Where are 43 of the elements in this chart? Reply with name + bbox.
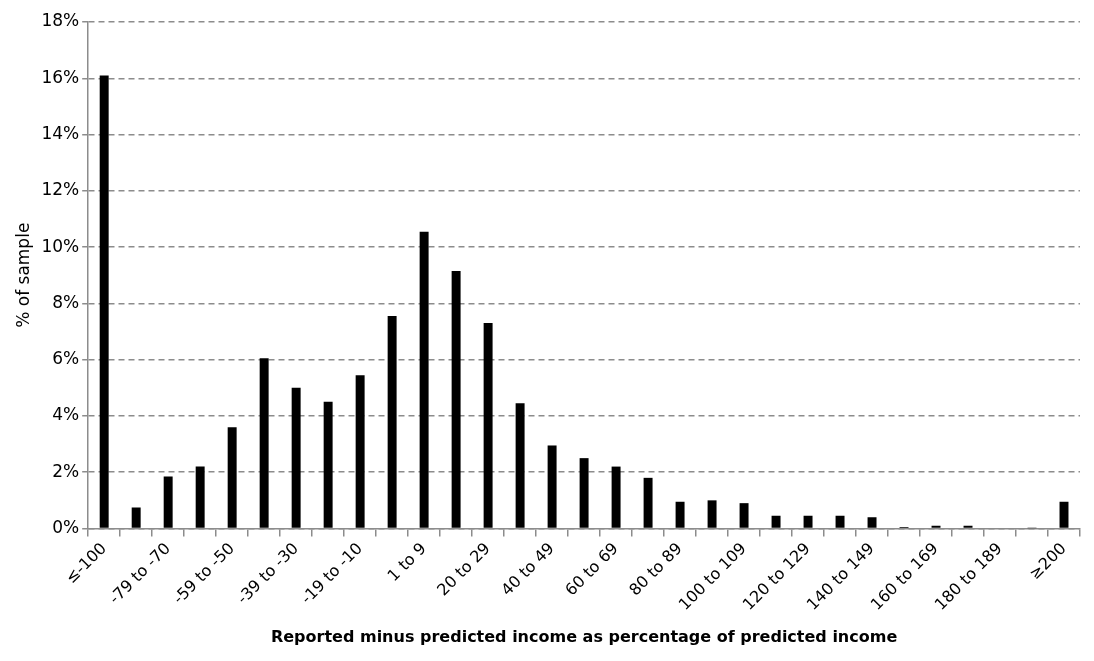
y-tick-label: 10%	[41, 235, 80, 256]
bar	[515, 403, 525, 528]
bar	[579, 458, 589, 528]
x-tick-label: 60 to 69	[561, 538, 622, 600]
y-tick-label: 12%	[41, 179, 80, 200]
y-tick-label: 0%	[52, 516, 80, 537]
x-tick-label: 20 to 29	[433, 538, 494, 600]
bar	[931, 525, 941, 528]
bar	[291, 387, 301, 528]
y-tick-label: 8%	[52, 291, 80, 312]
bar	[419, 231, 429, 528]
bar	[99, 75, 109, 528]
bar	[835, 515, 845, 528]
bar	[387, 316, 397, 528]
bar	[867, 517, 877, 528]
bar	[259, 358, 269, 528]
y-tick-label: 18%	[41, 10, 80, 31]
y-tick-label: 2%	[52, 460, 80, 481]
bar	[771, 515, 781, 528]
bar	[483, 323, 493, 528]
bar	[675, 501, 685, 528]
bar	[195, 466, 205, 528]
bar	[451, 271, 461, 528]
bar	[643, 477, 653, 528]
bar	[547, 445, 557, 528]
y-axis-title: % of sample	[12, 222, 33, 328]
bar	[355, 375, 365, 528]
bar	[163, 476, 173, 528]
bar	[963, 525, 973, 528]
x-axis-title: Reported minus predicted income as percentage of predicted income	[270, 626, 898, 646]
y-tick-label: 4%	[52, 404, 80, 425]
bar	[131, 507, 141, 528]
bar	[739, 503, 749, 528]
bar	[803, 515, 813, 528]
y-tick-label: 14%	[41, 122, 80, 143]
x-tick-label: 1 to 9	[383, 538, 430, 585]
bar	[323, 401, 333, 528]
bar	[611, 466, 621, 528]
bar	[707, 500, 717, 528]
y-tick-label: 6%	[52, 348, 80, 369]
y-tick-label: 16%	[41, 66, 80, 87]
x-tick-label: 40 to 49	[497, 538, 558, 600]
bar	[227, 427, 237, 528]
